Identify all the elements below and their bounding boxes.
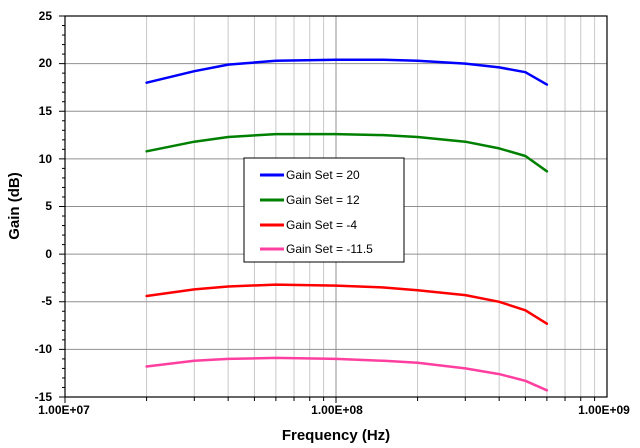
axis-ticks bbox=[59, 15, 596, 403]
y-tick-label: -5 bbox=[41, 294, 52, 308]
x-tick-label: 1.00E+09 bbox=[578, 403, 630, 417]
legend: Gain Set = 20 Gain Set = 12 Gain Set = -… bbox=[243, 157, 405, 263]
y-tick-label: 10 bbox=[39, 152, 53, 166]
y-tick-label: 20 bbox=[39, 56, 53, 70]
legend-label-gain-20: Gain Set = 20 bbox=[286, 168, 360, 182]
x-tick-label: 1.00E+08 bbox=[311, 403, 363, 417]
y-tick-label: 25 bbox=[39, 9, 53, 23]
y-tick-label: 15 bbox=[39, 104, 53, 118]
x-tick-label: 1.00E+07 bbox=[38, 403, 90, 417]
legend-label-gain-neg11-5: Gain Set = -11.5 bbox=[286, 242, 373, 256]
y-tick-label: -10 bbox=[35, 342, 53, 356]
y-tick-label: -15 bbox=[35, 390, 53, 404]
y-axis-title: Gain (dB) bbox=[6, 172, 23, 240]
y-tick-labels: 25 20 15 10 5 0 -5 -10 -15 bbox=[35, 9, 53, 404]
plot-border bbox=[64, 15, 608, 398]
series-line-1 bbox=[145, 132, 549, 173]
x-axis-title: Frequency (Hz) bbox=[282, 427, 390, 444]
series-line-0 bbox=[145, 58, 549, 86]
y-tick-label: 0 bbox=[45, 247, 52, 261]
legend-label-gain-neg4: Gain Set = -4 bbox=[286, 218, 357, 232]
series-lines bbox=[145, 58, 549, 392]
x-tick-labels: 1.00E+07 1.00E+08 1.00E+09 bbox=[38, 403, 630, 417]
y-tick-label: 5 bbox=[45, 199, 52, 213]
legend-label-gain-12: Gain Set = 12 bbox=[286, 193, 360, 207]
series-line-3 bbox=[145, 356, 549, 392]
series-line-2 bbox=[145, 283, 549, 325]
